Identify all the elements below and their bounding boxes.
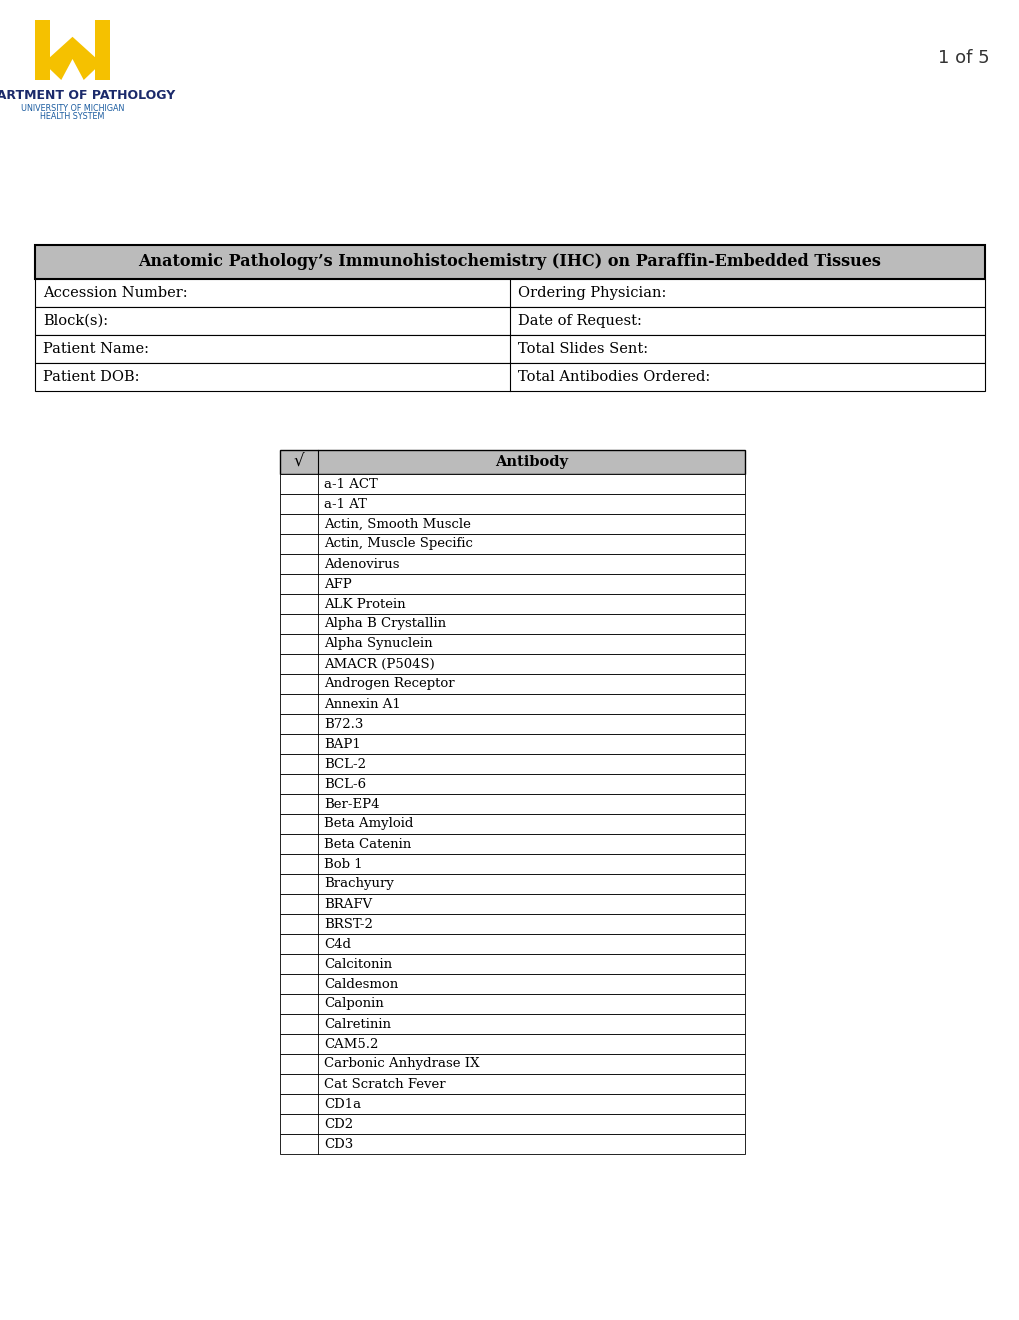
- Text: Date of Request:: Date of Request:: [518, 314, 641, 327]
- Text: CD1a: CD1a: [324, 1097, 361, 1110]
- Bar: [280, 554, 744, 574]
- Polygon shape: [35, 20, 110, 81]
- Polygon shape: [61, 59, 84, 81]
- Text: Brachyury: Brachyury: [324, 878, 393, 891]
- Text: Androgen Receptor: Androgen Receptor: [324, 677, 454, 690]
- Text: Cat Scratch Fever: Cat Scratch Fever: [324, 1077, 445, 1090]
- Bar: [280, 675, 744, 694]
- Bar: [280, 854, 744, 874]
- Bar: [280, 774, 744, 795]
- Text: CAM5.2: CAM5.2: [324, 1038, 378, 1051]
- Text: BCL-6: BCL-6: [324, 777, 366, 791]
- Text: Annexin A1: Annexin A1: [324, 697, 400, 710]
- Bar: [280, 694, 744, 714]
- Text: Beta Catenin: Beta Catenin: [324, 837, 411, 850]
- Text: Ordering Physician:: Ordering Physician:: [518, 286, 665, 300]
- Bar: [280, 994, 744, 1014]
- Text: CD3: CD3: [324, 1138, 353, 1151]
- Text: Patient DOB:: Patient DOB:: [43, 370, 140, 384]
- Text: Alpha B Crystallin: Alpha B Crystallin: [324, 618, 445, 631]
- Text: Ber-EP4: Ber-EP4: [324, 797, 379, 810]
- Bar: [280, 954, 744, 974]
- Text: Calretinin: Calretinin: [324, 1018, 390, 1031]
- Bar: [280, 834, 744, 854]
- Text: CD2: CD2: [324, 1118, 353, 1130]
- Text: Total Slides Sent:: Total Slides Sent:: [518, 342, 647, 356]
- Text: √: √: [293, 454, 304, 470]
- Bar: [280, 494, 744, 513]
- Bar: [35, 246, 984, 279]
- Bar: [35, 363, 984, 391]
- Text: Anatomic Pathology’s Immunohistochemistry (IHC) on Paraffin-Embedded Tissues: Anatomic Pathology’s Immunohistochemistr…: [139, 253, 880, 271]
- Text: Patient Name:: Patient Name:: [43, 342, 149, 356]
- Bar: [280, 974, 744, 994]
- Text: Actin, Muscle Specific: Actin, Muscle Specific: [324, 537, 473, 550]
- Bar: [280, 1034, 744, 1053]
- Bar: [280, 1053, 744, 1074]
- Text: BRST-2: BRST-2: [324, 917, 373, 931]
- Bar: [280, 1074, 744, 1094]
- Text: UNIVERSITY OF MICHIGAN: UNIVERSITY OF MICHIGAN: [20, 104, 124, 114]
- Bar: [280, 935, 744, 954]
- Bar: [280, 754, 744, 774]
- Text: Block(s):: Block(s):: [43, 314, 108, 327]
- Text: BAP1: BAP1: [324, 738, 361, 751]
- Bar: [280, 714, 744, 734]
- Bar: [280, 594, 744, 614]
- Bar: [280, 474, 744, 494]
- Text: ALK Protein: ALK Protein: [324, 598, 406, 610]
- Text: Antibody: Antibody: [494, 455, 568, 469]
- Bar: [280, 814, 744, 834]
- Text: Total Antibodies Ordered:: Total Antibodies Ordered:: [518, 370, 709, 384]
- Text: a-1 ACT: a-1 ACT: [324, 478, 377, 491]
- Bar: [280, 913, 744, 935]
- Text: HEALTH SYSTEM: HEALTH SYSTEM: [41, 112, 105, 121]
- Bar: [280, 1114, 744, 1134]
- Bar: [35, 335, 984, 363]
- Bar: [280, 634, 744, 653]
- Text: a-1 AT: a-1 AT: [324, 498, 367, 511]
- Text: Calcitonin: Calcitonin: [324, 957, 391, 970]
- Text: Calponin: Calponin: [324, 998, 383, 1011]
- Bar: [280, 653, 744, 675]
- Text: Accession Number:: Accession Number:: [43, 286, 187, 300]
- Bar: [35, 308, 984, 335]
- Bar: [280, 614, 744, 634]
- Text: Beta Amyloid: Beta Amyloid: [324, 817, 413, 830]
- Text: 1 of 5: 1 of 5: [937, 49, 989, 67]
- Text: B72.3: B72.3: [324, 718, 363, 730]
- Text: Actin, Smooth Muscle: Actin, Smooth Muscle: [324, 517, 471, 531]
- Bar: [280, 1134, 744, 1154]
- Text: Bob 1: Bob 1: [324, 858, 363, 870]
- Text: BRAFV: BRAFV: [324, 898, 372, 911]
- Text: AMACR (P504S): AMACR (P504S): [324, 657, 434, 671]
- Text: BCL-2: BCL-2: [324, 758, 366, 771]
- Bar: [35, 279, 984, 308]
- Text: C4d: C4d: [324, 937, 351, 950]
- Text: AFP: AFP: [324, 578, 352, 590]
- Bar: [280, 513, 744, 535]
- Bar: [280, 795, 744, 814]
- Text: Caldesmon: Caldesmon: [324, 978, 397, 990]
- Text: Carbonic Anhydrase IX: Carbonic Anhydrase IX: [324, 1057, 479, 1071]
- Bar: [280, 894, 744, 913]
- Text: Adenovirus: Adenovirus: [324, 557, 399, 570]
- Bar: [280, 535, 744, 554]
- Bar: [280, 874, 744, 894]
- Bar: [280, 450, 744, 474]
- Text: DEPARTMENT OF PATHOLOGY: DEPARTMENT OF PATHOLOGY: [0, 88, 175, 102]
- Text: Alpha Synuclein: Alpha Synuclein: [324, 638, 432, 651]
- Bar: [280, 574, 744, 594]
- Bar: [280, 734, 744, 754]
- Bar: [280, 1094, 744, 1114]
- Bar: [280, 1014, 744, 1034]
